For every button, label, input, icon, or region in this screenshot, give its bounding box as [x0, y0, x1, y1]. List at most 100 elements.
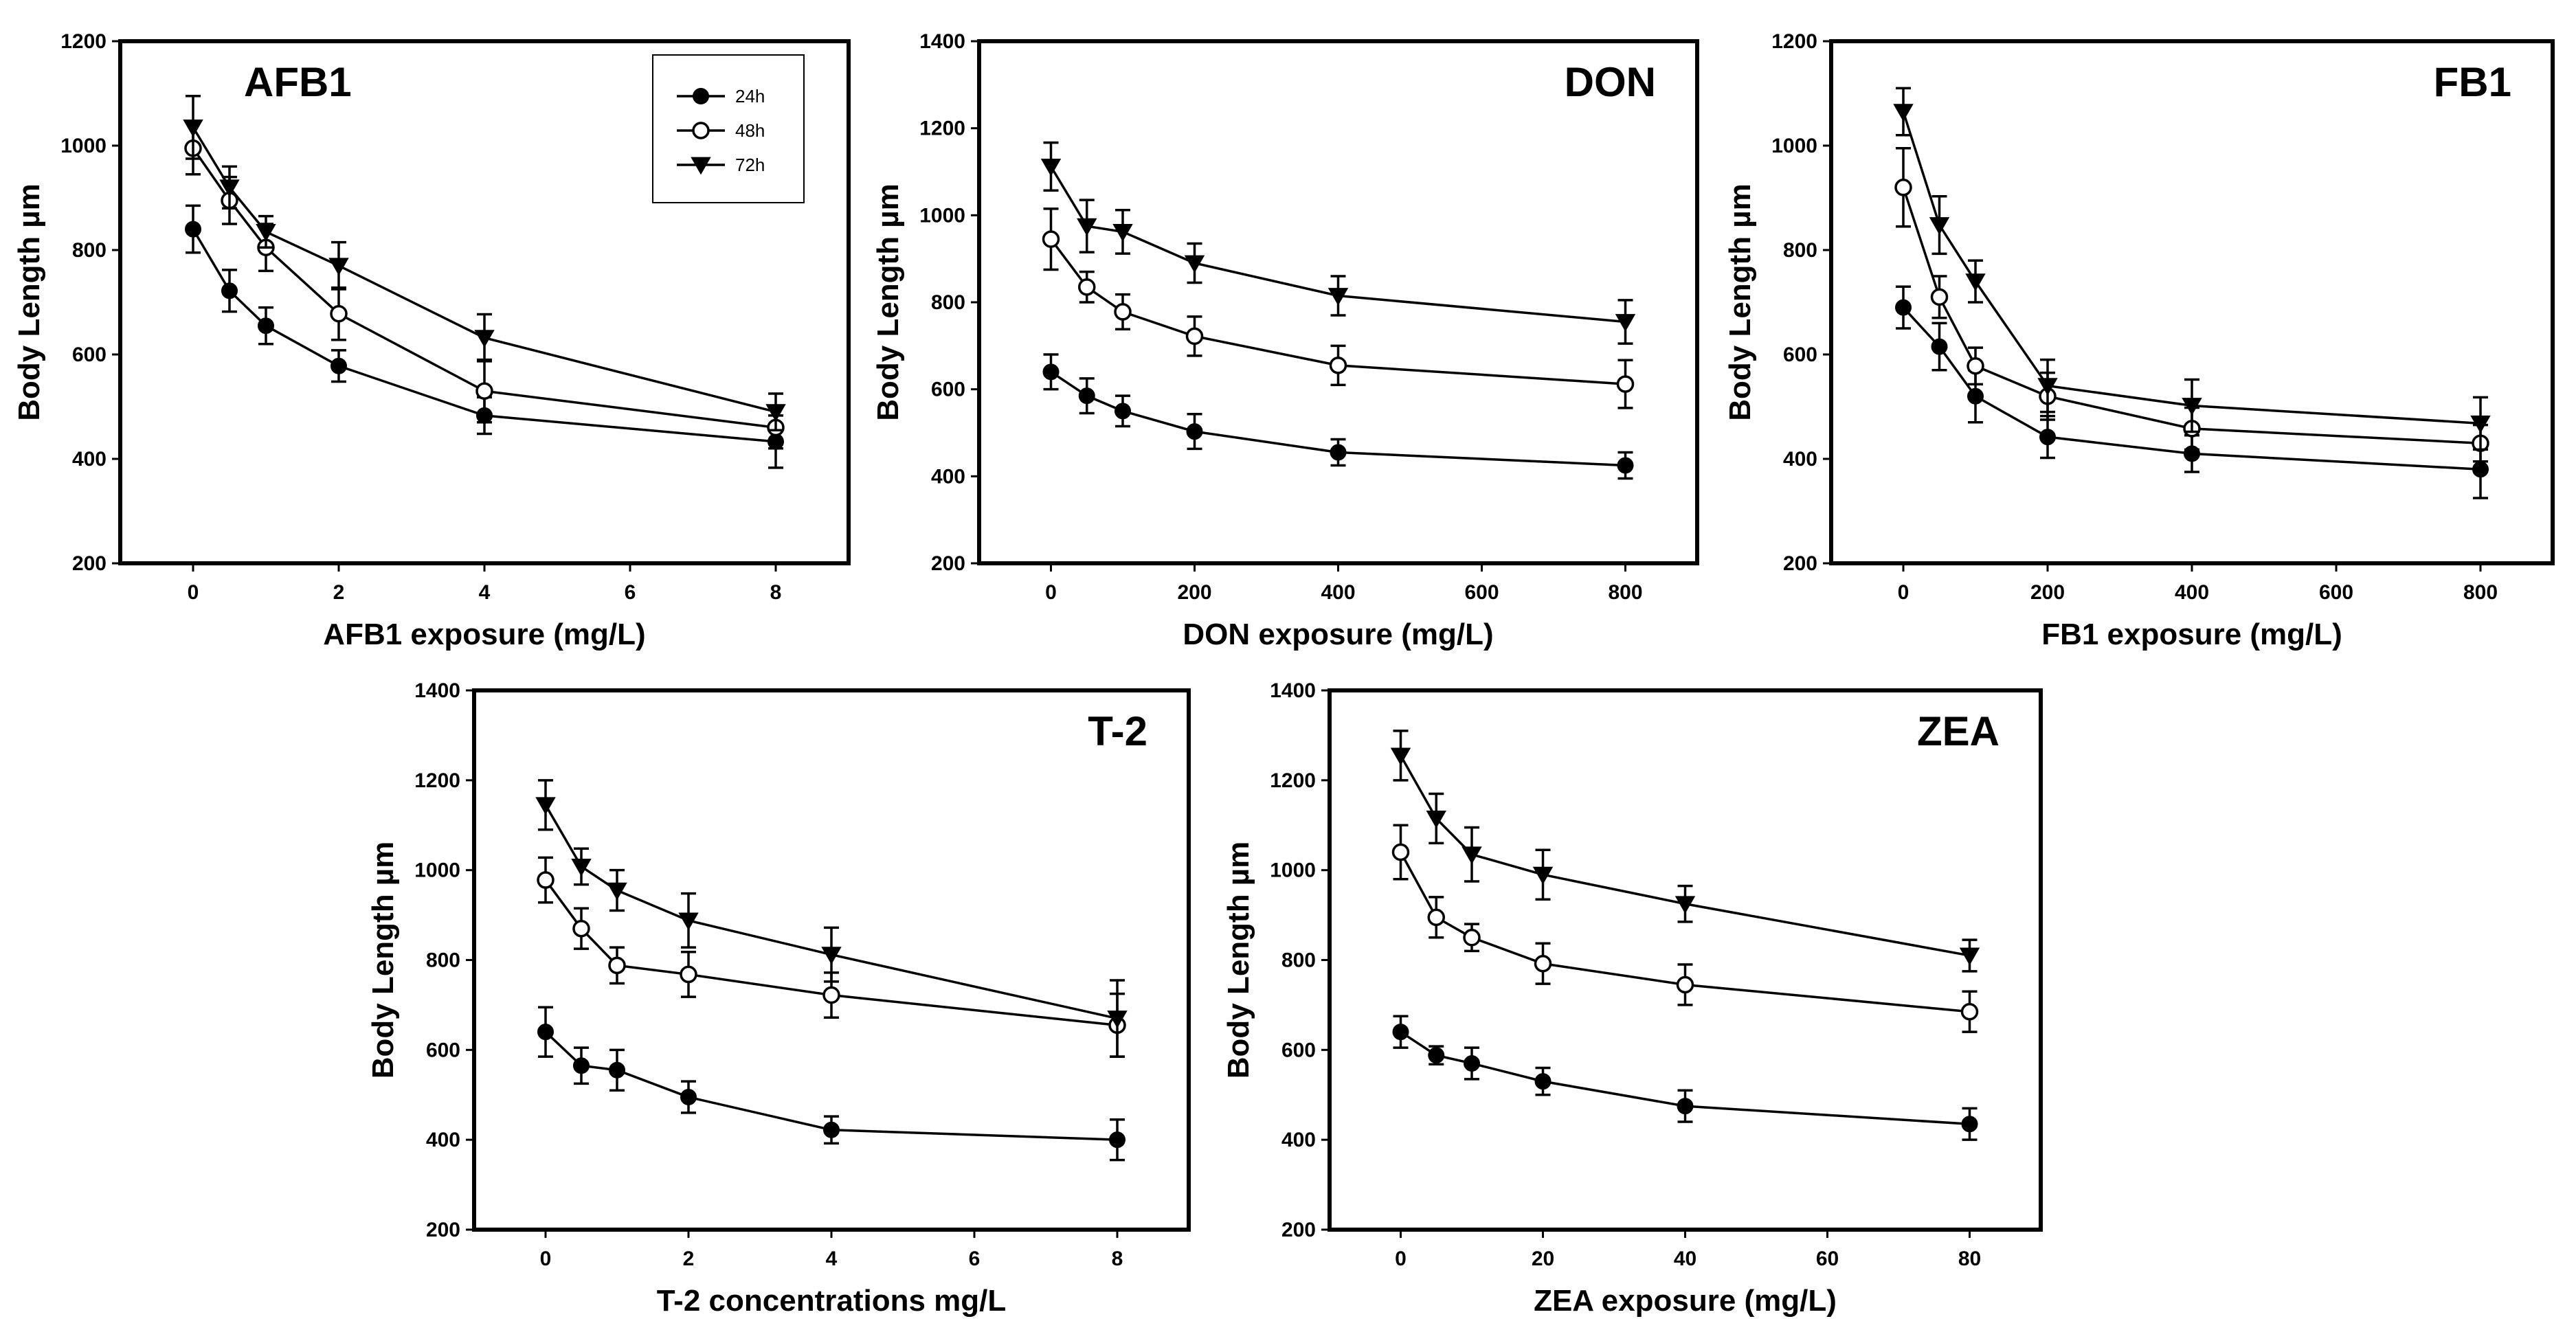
data-point-48h: [1894, 179, 1912, 196]
data-point-72h: [678, 912, 699, 931]
data-point-24h: [1931, 338, 1948, 355]
data-point-72h: [1390, 747, 1411, 766]
y-tick-label: 1000: [1771, 135, 1817, 157]
data-point-72h: [535, 797, 556, 815]
data-point-72h: [607, 882, 627, 901]
data-point-48h: [680, 965, 697, 984]
legend-marker-48h: [692, 122, 710, 139]
x-tick-label: 2: [683, 1248, 695, 1270]
data-point-72h: [256, 224, 276, 242]
data-point-72h: [1426, 811, 1446, 828]
y-tick-label: 1200: [414, 769, 460, 792]
data-point-48h: [1960, 1002, 1979, 1021]
y-tick-label: 400: [1783, 448, 1817, 471]
y-tick-label: 400: [931, 465, 965, 488]
chart-panel-zea: 200 400 600 800 1000 1200 1400 0 20 40 60 80 ZEA exp…: [1222, 679, 2043, 1318]
y-tick-label: 200: [72, 552, 107, 575]
x-tick-label: 800: [2463, 581, 2498, 604]
y-tick-label: 600: [931, 379, 965, 401]
x-axis-label: FB1 exposure (mg/L): [2041, 618, 2342, 651]
plot-frame: [1328, 688, 2043, 1232]
x-axis-label: DON exposure (mg/L): [1183, 618, 1493, 651]
data-point-48h: [1078, 278, 1096, 296]
data-point-48h: [572, 919, 590, 938]
y-tick-label: 1400: [919, 30, 965, 53]
data-point-24h: [1428, 1047, 1445, 1064]
y-tick-label: 800: [426, 949, 460, 972]
y-tick-label: 200: [426, 1219, 460, 1241]
data-point-48h: [1534, 954, 1552, 973]
data-point-48h: [537, 871, 555, 889]
y-tick-label: 600: [72, 343, 107, 366]
x-axis-label: AFB1 exposure (mg/L): [323, 618, 645, 651]
data-point-72h: [1615, 314, 1636, 332]
y-axis-label: Body Length µm: [366, 842, 400, 1079]
data-point-24h: [331, 357, 347, 374]
chart-panel-afb1: 200 400 600 800 1000 1200 0 2 4 6 8 AFB1 exposure (…: [12, 30, 851, 651]
x-tick-label: 400: [2175, 581, 2209, 604]
x-tick-label: 600: [1464, 581, 1499, 604]
x-tick-label: 0: [1395, 1248, 1407, 1270]
legend-label-72h: 72h: [735, 155, 765, 175]
legend-marker-72h: [691, 157, 711, 175]
data-point-24h: [1464, 1054, 1480, 1072]
legend-marker-24h: [693, 88, 709, 104]
data-point-24h: [221, 282, 238, 300]
data-point-72h: [1328, 288, 1349, 306]
data-point-24h: [2039, 429, 2056, 446]
series-line-72h: [544, 804, 1118, 1020]
data-point-24h: [1109, 1131, 1125, 1149]
data-point-24h: [185, 221, 201, 238]
x-axis-label: ZEA exposure (mg/L): [1534, 1284, 1837, 1318]
y-tick-label: 800: [931, 291, 965, 314]
data-point-24h: [609, 1061, 625, 1079]
data-point-72h: [1184, 255, 1205, 273]
series-line-48h: [1399, 851, 1970, 1013]
data-point-24h: [1961, 1116, 1978, 1133]
panel-title-t2: T-2: [1088, 708, 1147, 754]
data-point-48h: [1042, 230, 1060, 248]
data-point-48h: [330, 304, 348, 323]
y-axis-label: Body Length µm: [12, 183, 46, 421]
y-tick-label: 1200: [1270, 769, 1316, 792]
series-line-24h: [1902, 306, 2481, 471]
x-axis-label: T-2 concentrations mg/L: [657, 1284, 1007, 1318]
data-point-72h: [1040, 159, 1062, 177]
series-line-72h: [192, 126, 776, 414]
y-tick-label: 600: [1281, 1039, 1316, 1061]
x-tick-label: 0: [1045, 581, 1057, 604]
series-line-48h: [1902, 187, 2481, 444]
y-tick-label: 600: [426, 1039, 460, 1061]
panel-title-afb1: AFB1: [244, 59, 352, 105]
data-point-24h: [1895, 299, 1912, 316]
data-point-72h: [474, 330, 495, 348]
data-point-24h: [258, 317, 274, 335]
x-tick-label: 200: [2030, 581, 2065, 604]
x-tick-label: 0: [540, 1248, 552, 1270]
y-tick-label: 1000: [60, 135, 107, 157]
data-point-24h: [1115, 403, 1131, 420]
data-point-72h: [1675, 896, 1696, 914]
y-tick-label: 800: [1281, 949, 1316, 972]
x-tick-label: 80: [1958, 1248, 1981, 1270]
data-point-72h: [1929, 217, 1950, 235]
legend-box: [652, 54, 805, 203]
data-point-72h: [219, 179, 240, 198]
data-point-48h: [1391, 843, 1410, 861]
data-point-72h: [1965, 273, 1986, 291]
y-axis-label: Body Length µm: [1222, 842, 1255, 1079]
x-tick-label: 60: [1816, 1248, 1839, 1270]
data-point-48h: [1967, 357, 1984, 375]
x-tick-label: 2: [333, 581, 345, 604]
series-line-72h: [1902, 111, 2481, 425]
data-point-48h: [1114, 303, 1132, 321]
x-tick-label: 200: [1177, 581, 1211, 604]
data-point-24h: [1042, 363, 1060, 381]
x-tick-label: 6: [625, 581, 636, 604]
data-point-48h: [1329, 357, 1347, 374]
x-tick-label: 4: [826, 1248, 838, 1270]
data-point-48h: [1185, 327, 1204, 346]
data-point-72h: [571, 859, 592, 877]
data-point-72h: [183, 120, 203, 137]
